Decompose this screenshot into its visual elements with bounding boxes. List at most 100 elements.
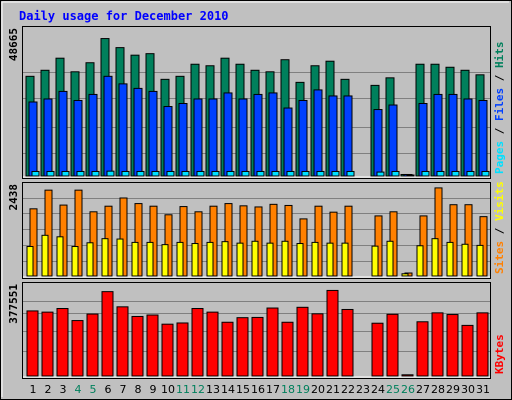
x-axis-day-label: 1 (30, 383, 37, 396)
bar-visits (266, 242, 274, 277)
bar-files (133, 87, 143, 177)
bar-visits (161, 244, 169, 277)
bar-kbytes (101, 291, 114, 377)
bar-visits (281, 240, 289, 277)
bar-visits (341, 242, 349, 277)
bar-files (373, 109, 383, 177)
bar-files (73, 99, 83, 177)
bar-files (238, 98, 248, 177)
visits-sites-legend: Sites / Visits (493, 181, 506, 274)
x-axis-day-label: 6 (105, 383, 112, 396)
bar-pages (61, 170, 70, 177)
bar-files (88, 93, 98, 177)
bar-kbytes (86, 313, 99, 377)
bar-kbytes (221, 321, 234, 377)
x-axis-day-label: 10 (161, 383, 175, 396)
bar-kbytes (326, 289, 339, 377)
x-axis-day-label: 18 (281, 383, 295, 396)
x-axis-day-label: 13 (206, 383, 220, 396)
bar-files (28, 101, 38, 177)
bar-pages (211, 170, 220, 177)
bar-pages (436, 170, 445, 177)
x-axis-day-label: 15 (236, 383, 250, 396)
bar-kbytes (341, 308, 354, 377)
bar-pages (196, 170, 205, 177)
bar-visits (296, 243, 304, 277)
bar-kbytes (41, 311, 54, 377)
bar-pages (271, 170, 280, 177)
bar-pages (46, 170, 55, 177)
visits-sites-legend-visits: Visits (493, 181, 506, 221)
bar-files (208, 98, 218, 177)
bar-visits (206, 241, 214, 277)
bar-kbytes (476, 312, 489, 377)
x-axis-day-label: 23 (356, 383, 370, 396)
hits-files-pages-ymax-label: 48665 (7, 28, 20, 61)
hits-files-pages-legend-separator: / (493, 121, 506, 141)
bar-files (163, 106, 173, 177)
x-axis-day-label: 12 (191, 383, 205, 396)
bar-pages (121, 170, 130, 177)
bar-kbytes (371, 322, 384, 377)
bar-files (103, 75, 113, 177)
bar-visits (461, 243, 469, 277)
x-axis-day-label: 24 (371, 383, 385, 396)
x-axis-day-label: 4 (75, 383, 82, 396)
bar-pages (241, 170, 250, 177)
bar-pages (136, 170, 145, 177)
hits-files-pages-legend-files: Files (493, 88, 506, 121)
bar-visits (386, 240, 394, 277)
bar-kbytes (206, 311, 219, 377)
bar-visits (221, 241, 229, 277)
bar-pages (151, 170, 160, 177)
x-axis-day-label: 26 (401, 383, 415, 396)
bar-files (298, 99, 308, 177)
x-axis-day-label: 29 (446, 383, 460, 396)
bar-files (58, 90, 68, 177)
chart-title: Daily usage for December 2010 (19, 9, 229, 23)
bar-files (268, 92, 278, 177)
bar-files (253, 93, 263, 177)
chart-panels: 48665 Pages / Files / Hits 2438 Sites / Vis… (7, 26, 506, 379)
bar-pages (256, 170, 265, 177)
visits-sites-legend-separator: / (493, 221, 506, 241)
bar-pages (391, 170, 400, 177)
bar-kbytes (131, 315, 144, 377)
bar-pages (376, 171, 385, 177)
bar-visits (41, 234, 49, 277)
bar-visits (476, 244, 484, 277)
bar-pages (451, 170, 460, 177)
kbytes-legend: KBytes (493, 334, 506, 374)
bar-kbytes (71, 320, 84, 377)
bar-pages (331, 170, 340, 177)
bar-files (118, 83, 128, 177)
bar-pages (286, 170, 295, 177)
bar-pages (301, 170, 310, 177)
bar-kbytes (446, 314, 459, 377)
bar-visits (71, 246, 79, 277)
x-axis-day-label: 25 (386, 383, 400, 396)
x-axis-day-label: 28 (431, 383, 445, 396)
x-axis-day-label: 8 (135, 383, 142, 396)
bar-visits (116, 238, 124, 277)
bar-visits (326, 242, 334, 277)
bar-kbytes (56, 308, 69, 377)
bar-kbytes (416, 321, 429, 377)
x-axis-day-label: 19 (296, 383, 310, 396)
bar-kbytes (296, 306, 309, 377)
x-axis-day-label: 31 (476, 383, 490, 396)
bar-kbytes (146, 314, 159, 377)
x-axis-day-label: 16 (251, 383, 265, 396)
bar-files (313, 89, 323, 177)
bar-pages (181, 170, 190, 177)
bar-kbytes (461, 324, 474, 377)
bar-files (448, 93, 458, 177)
x-axis-day-label: 21 (326, 383, 340, 396)
bar-pages (76, 170, 85, 177)
bar-visits (146, 241, 154, 277)
bar-files (343, 95, 353, 177)
bar-kbytes (251, 316, 264, 377)
bar-kbytes (401, 374, 414, 377)
x-axis-day-label: 2 (45, 383, 52, 396)
bar-visits (176, 241, 184, 277)
